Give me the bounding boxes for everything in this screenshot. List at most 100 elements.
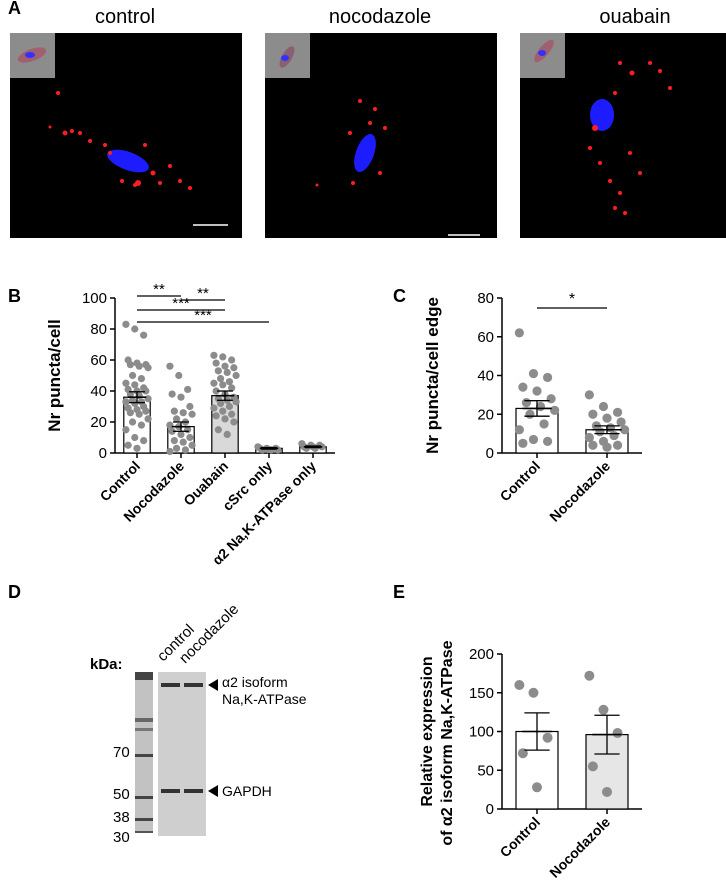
red-puncta (588, 61, 672, 215)
marker-band-30 (135, 831, 153, 833)
data-point (137, 421, 146, 429)
panel-b-label: B (8, 286, 21, 306)
y-tick-label: 0 (486, 445, 494, 462)
y-tick-label: 150 (469, 685, 494, 702)
data-point (542, 436, 553, 446)
data-point (184, 385, 192, 394)
data-point (172, 415, 181, 423)
data-point (137, 375, 146, 383)
data-point (598, 401, 609, 412)
data-point (584, 432, 594, 443)
data-point (532, 386, 542, 396)
significance-stars: ** (197, 285, 209, 302)
data-point (612, 728, 623, 739)
data-point (528, 434, 539, 445)
data-point (122, 379, 130, 387)
nucleus-blue (354, 133, 376, 173)
data-point (528, 687, 539, 698)
data-point (587, 761, 598, 772)
data-point (228, 384, 236, 392)
panel-a-title-ouabain: ouabain (599, 6, 671, 28)
data-point (188, 410, 196, 418)
data-point (539, 419, 549, 429)
data-point (232, 398, 240, 406)
micrograph-nocodazole (265, 33, 497, 238)
micrograph-control (10, 33, 242, 238)
data-point (140, 437, 148, 445)
marker-band (135, 728, 153, 731)
data-point (230, 364, 238, 372)
data-point (620, 425, 630, 435)
x-tick-label: Nocodazole (546, 458, 613, 525)
data-point (181, 446, 190, 454)
x-tick-label: Nocodazole (546, 814, 613, 881)
y-axis-label: of α2 isoform Na,K-ATPase, % (439, 640, 456, 846)
y-tick-label: 0 (486, 801, 494, 818)
data-point (602, 413, 612, 423)
data-point (179, 409, 187, 417)
y-axis-label: Nr puncta/cell edge (423, 297, 442, 454)
inset-nucleus (281, 55, 289, 61)
panel-e-label: E (393, 582, 406, 602)
data-point (228, 410, 236, 418)
marker-30: 30 (113, 829, 130, 846)
data-point (179, 438, 187, 446)
data-point (219, 353, 227, 361)
significance-stars: *** (194, 307, 212, 324)
data-point (598, 704, 609, 715)
y-tick-label: 20 (477, 406, 494, 423)
significance-stars: * (569, 291, 575, 308)
marker-band (135, 672, 153, 680)
data-point (230, 418, 238, 426)
y-tick-label: 40 (90, 383, 107, 400)
data-point (166, 421, 174, 429)
y-tick-label: 80 (477, 290, 494, 307)
data-point (131, 325, 139, 333)
data-point (228, 356, 236, 364)
band-gapdh-nocodazole (184, 789, 203, 793)
marker-lane (135, 672, 153, 832)
inset-nucleus (538, 50, 546, 56)
y-tick-label: 0 (99, 445, 107, 462)
data-point (219, 407, 227, 415)
data-point (546, 394, 556, 404)
inset-nucleus (25, 52, 35, 58)
y-tick-label: 60 (90, 352, 107, 369)
data-point (166, 362, 174, 370)
data-point (612, 440, 623, 450)
data-point (166, 447, 174, 456)
panel-c-label: C (393, 286, 406, 306)
data-point (210, 404, 218, 412)
band-alpha2-control (161, 683, 180, 687)
band-label-gapdh: GAPDH (222, 783, 272, 799)
data-point (616, 417, 626, 427)
micrograph-ouabain (520, 33, 726, 238)
data-point (542, 732, 553, 743)
band-label-alpha2: α2 isoform (222, 674, 288, 690)
red-puncta (48, 91, 192, 190)
marker-50: 50 (113, 786, 130, 803)
data-point (225, 378, 234, 386)
data-point (584, 390, 594, 400)
marker-band-50 (135, 796, 153, 799)
data-point (186, 402, 194, 411)
band-label-nak: Na,K-ATPase (222, 691, 307, 707)
y-tick-label: 40 (477, 368, 494, 385)
data-point (175, 371, 183, 380)
data-point (212, 387, 220, 395)
micrograph-control-svg (10, 33, 228, 226)
marker-band-38 (135, 818, 153, 821)
data-point (532, 782, 542, 793)
data-point (521, 398, 532, 408)
data-point (588, 440, 598, 450)
data-point (122, 320, 130, 328)
data-point (135, 362, 143, 370)
panel-a-label: A (8, 0, 21, 18)
data-point (219, 381, 227, 389)
data-point (168, 427, 176, 435)
data-point (122, 426, 130, 434)
data-point (216, 375, 225, 383)
data-point (514, 425, 524, 435)
data-point (140, 331, 148, 339)
